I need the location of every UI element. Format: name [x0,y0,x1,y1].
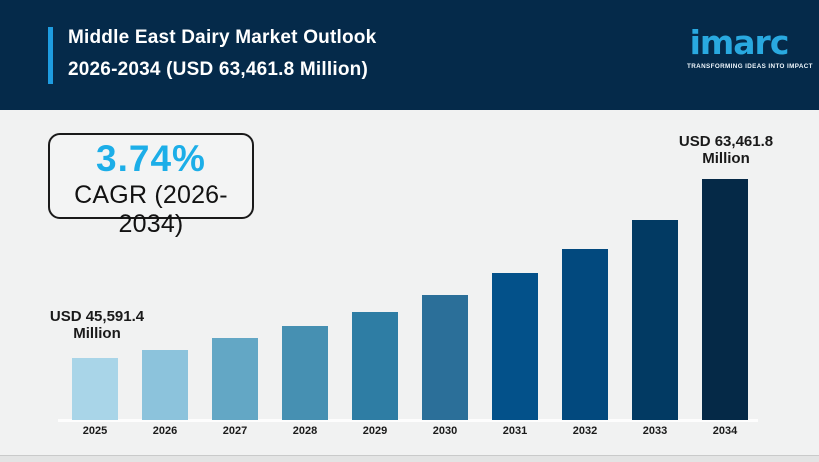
start-value-annotation: USD 45,591.4 Million [36,308,158,342]
bar-year-label: 2033 [642,425,668,437]
bar-column-2030: 2030 [422,295,468,437]
header: Middle East Dairy Market Outlook 2026-20… [0,0,819,110]
imarc-wordmark: imarc [689,23,790,62]
imarc-logo: imarc TRANSFORMING IDEAS INTO IMPACT [687,23,813,71]
page-title-line2: 2026-2034 (USD 63,461.8 Million) [68,59,368,80]
start-value-line2: Million [73,325,121,342]
bar-column-2031: 2031 [492,273,538,437]
chart-baseline [58,419,758,422]
start-value-line1: USD 45,591.4 [49,308,145,325]
bar-year-label: 2032 [572,425,598,437]
chart-bar-2034 [702,179,748,420]
cagr-box: 3.74% CAGR (2026-2034) [48,133,254,238]
title-accent-bar [48,27,53,84]
bottom-strip [0,455,819,462]
bar-column-2026: 2026 [142,350,188,437]
bar-column-2032: 2032 [562,249,608,437]
bar-chart: 2025 2026 2027 2028 2029 2030 2031 2032 2033 2034 [72,179,748,437]
chart-bar-2032 [562,249,608,420]
bar-column-2025: 2025 [72,358,118,437]
bar-year-label: 2028 [292,425,318,437]
bar-year-label: 2025 [82,425,108,437]
cagr-label: CAGR (2026-2034) [74,181,228,238]
bar-year-label: 2027 [222,425,248,437]
bar-year-label: 2031 [502,425,528,437]
bar-year-label: 2026 [152,425,178,437]
chart-bar-2030 [422,295,468,420]
chart-bar-2027 [212,338,258,420]
end-value-line1: USD 63,461.8 [678,133,774,150]
end-value-line2: Million [702,150,750,167]
cagr-value: 3.74% [96,138,206,179]
chart-bar-2029 [352,312,398,420]
bar-column-2034: 2034 [702,179,748,437]
page-title-line1: Middle East Dairy Market Outlook [68,27,377,48]
bar-column-2029: 2029 [352,312,398,437]
chart-bar-2025 [72,358,118,420]
end-value-annotation: USD 63,461.8 Million [665,133,787,167]
chart-bar-2026 [142,350,188,420]
chart-bar-2031 [492,273,538,420]
bar-column-2033: 2033 [632,220,678,437]
bar-column-2028: 2028 [282,326,328,437]
chart-bar-2028 [282,326,328,420]
chart-bar-2033 [632,220,678,420]
bar-year-label: 2034 [712,425,738,437]
bar-year-label: 2029 [362,425,388,437]
bar-column-2027: 2027 [212,338,258,437]
imarc-tagline: TRANSFORMING IDEAS INTO IMPACT [687,63,813,70]
bar-year-label: 2030 [432,425,458,437]
page-title: Middle East Dairy Market Outlook 2026-20… [68,22,376,86]
